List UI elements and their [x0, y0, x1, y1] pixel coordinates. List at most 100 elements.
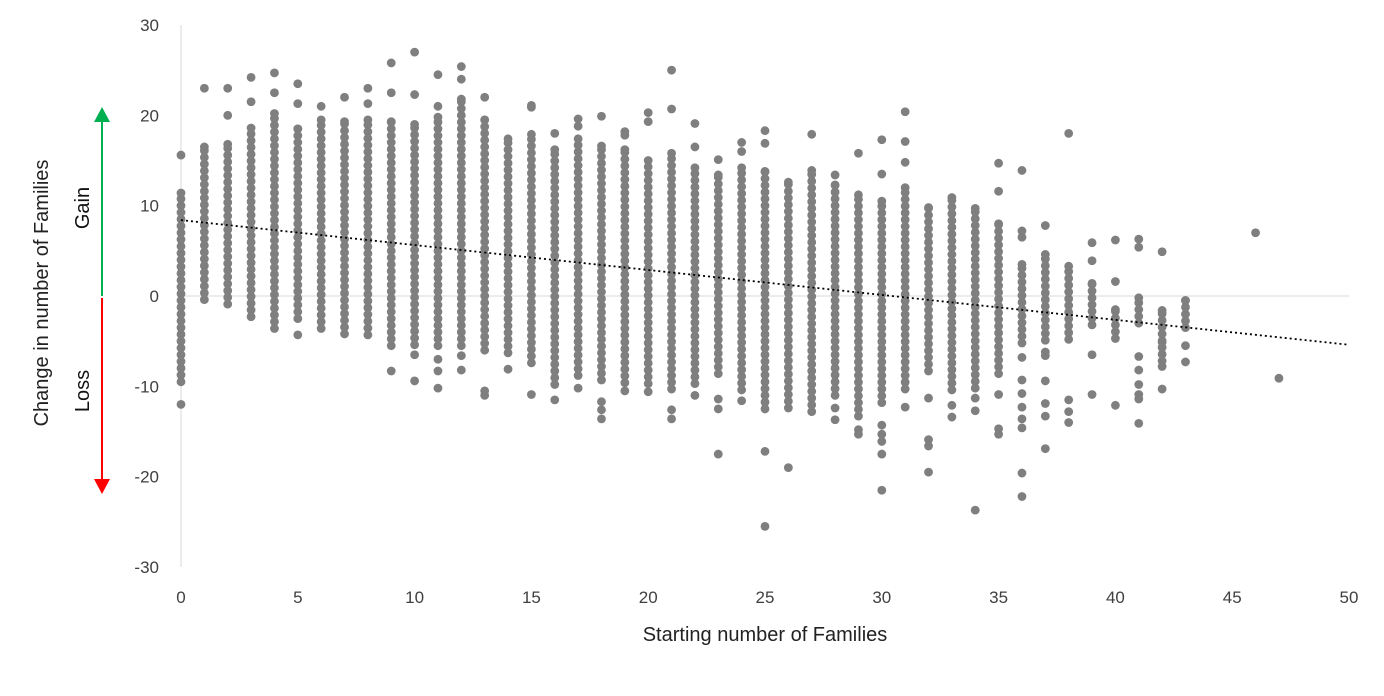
data-point	[877, 262, 887, 272]
data-point	[713, 294, 723, 304]
data-point	[246, 203, 256, 213]
data-point	[410, 350, 419, 360]
data-point	[550, 395, 560, 405]
data-point	[924, 237, 933, 247]
data-point	[503, 334, 513, 344]
data-point	[433, 144, 443, 154]
data-point	[900, 228, 910, 238]
data-point	[223, 292, 233, 302]
data-point	[854, 343, 863, 353]
data-point	[713, 315, 723, 324]
data-point	[1064, 321, 1074, 331]
data-point	[1157, 329, 1167, 339]
data-point	[480, 345, 490, 355]
data-point	[947, 324, 957, 334]
data-point	[900, 402, 910, 412]
data-point	[550, 190, 560, 200]
data-point	[877, 449, 887, 459]
data-point	[316, 208, 326, 218]
data-point	[363, 181, 373, 191]
data-point	[246, 224, 256, 234]
data-point	[1134, 293, 1144, 303]
data-point	[877, 196, 887, 206]
data-point	[503, 152, 513, 161]
data-point	[854, 249, 863, 258]
data-point	[830, 228, 840, 238]
data-point	[573, 235, 583, 245]
data-point	[550, 224, 560, 234]
data-point	[1134, 234, 1144, 244]
data-point	[760, 221, 770, 231]
data-point	[713, 342, 723, 351]
data-point	[270, 324, 279, 333]
data-point	[947, 358, 957, 368]
data-point	[807, 258, 817, 267]
data-point	[994, 274, 1003, 284]
data-point	[316, 290, 326, 300]
data-point	[737, 138, 747, 147]
data-point	[690, 216, 700, 226]
data-point	[176, 316, 186, 326]
data-point	[737, 351, 747, 361]
data-point	[737, 147, 747, 156]
data-point	[620, 175, 630, 184]
data-point	[363, 99, 373, 108]
data-point	[223, 218, 233, 228]
data-point	[1111, 235, 1120, 245]
data-point	[386, 58, 396, 68]
data-point	[713, 404, 723, 414]
data-point	[410, 204, 419, 214]
data-point	[807, 197, 817, 207]
data-point	[900, 157, 910, 167]
data-point	[877, 283, 887, 292]
data-point	[737, 182, 747, 192]
data-point	[270, 202, 279, 211]
data-point	[970, 248, 980, 258]
trendline	[180, 219, 1350, 346]
data-point	[760, 390, 770, 400]
data-point	[737, 175, 747, 185]
data-point	[1181, 296, 1190, 305]
data-point	[994, 240, 1003, 250]
data-point	[1040, 274, 1050, 284]
data-point	[199, 261, 209, 271]
data-point	[363, 296, 373, 306]
data-point	[1157, 349, 1167, 359]
data-point	[340, 194, 349, 203]
data-point	[713, 301, 723, 311]
data-point	[246, 176, 256, 186]
data-point	[947, 344, 957, 354]
data-point	[456, 239, 466, 249]
data-point	[1111, 327, 1120, 337]
data-point	[386, 253, 396, 263]
data-point	[643, 345, 653, 355]
data-point	[713, 369, 723, 379]
data-point	[527, 129, 536, 139]
data-point	[433, 219, 443, 229]
data-point	[199, 213, 209, 223]
data-point	[737, 222, 747, 232]
data-point	[363, 222, 373, 231]
data-point	[690, 203, 700, 212]
data-point	[246, 305, 256, 315]
data-point	[550, 170, 560, 179]
data-point	[947, 331, 957, 341]
data-point	[643, 338, 653, 348]
data-point	[713, 394, 723, 404]
data-point	[667, 357, 676, 367]
data-point	[223, 286, 233, 295]
data-point	[573, 208, 583, 218]
data-point	[690, 163, 700, 173]
data-point	[363, 323, 373, 333]
data-point	[597, 192, 606, 202]
data-point	[456, 253, 466, 263]
data-point	[807, 129, 817, 139]
data-point	[480, 332, 490, 342]
data-point	[246, 72, 256, 82]
data-point	[760, 350, 770, 360]
data-point	[830, 350, 840, 360]
data-point	[760, 521, 770, 531]
data-point	[199, 180, 209, 189]
data-point	[386, 138, 396, 147]
data-point	[410, 150, 419, 160]
